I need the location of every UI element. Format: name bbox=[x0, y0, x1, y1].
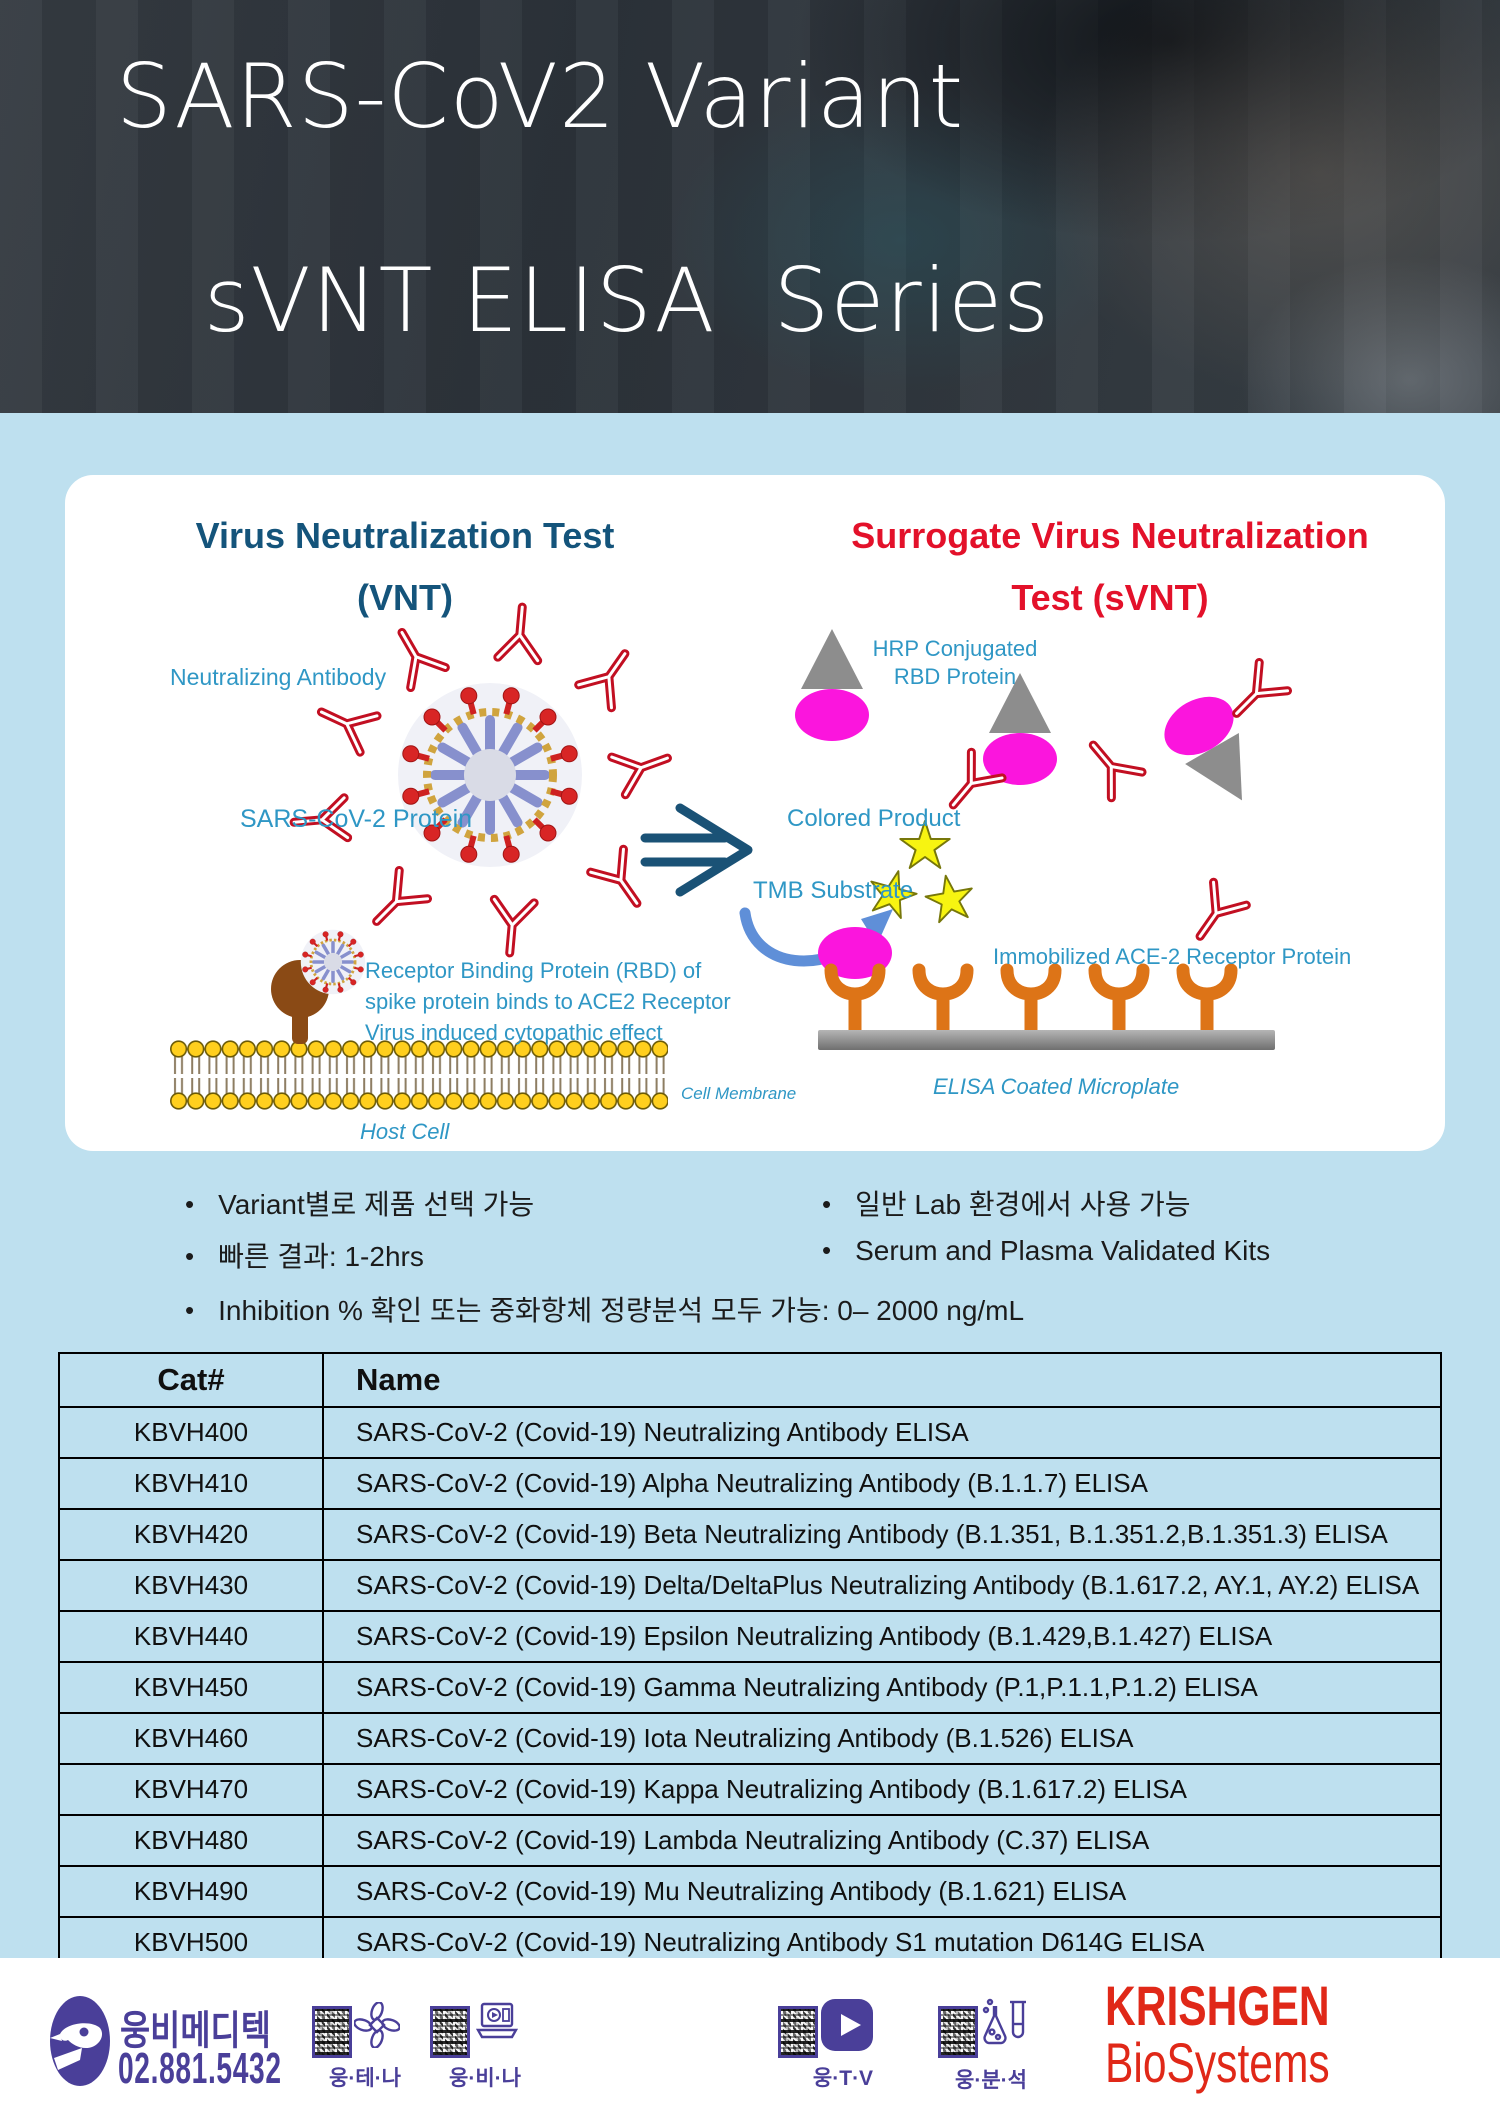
vnt-title-line1: Virus Neutralization Test bbox=[195, 515, 615, 556]
sars-protein-label: SARS-CoV-2 Protein bbox=[240, 805, 473, 833]
hrp-label: HRP Conjugated RBD Protein bbox=[872, 636, 1038, 689]
microplate-surface bbox=[818, 1030, 1275, 1050]
table-row: KBVH430 SARS-CoV-2 (Covid-19) Delta/Delta… bbox=[58, 1559, 1442, 1612]
woongbi-eagle-logo bbox=[50, 1996, 110, 2086]
qr-label: 웅·테·나 bbox=[329, 2067, 401, 2090]
transition-arrow bbox=[640, 803, 753, 897]
svnt-title: Surrogate Virus Neutralization Test (sVN… bbox=[810, 505, 1410, 629]
col-header-name: Name bbox=[322, 1352, 1442, 1408]
table-row: KBVH410 SARS-CoV-2 (Covid-19) Alpha Neutr… bbox=[58, 1457, 1442, 1510]
company-name: 웅비메디텍 bbox=[120, 2009, 271, 2053]
elisa-plate-label: ELISA Coated Microplate bbox=[933, 1074, 1180, 1099]
qr-label: 웅·비·나 bbox=[449, 2067, 521, 2090]
feature-variant: Variant별로 제품 선택 가능 bbox=[185, 1183, 534, 1223]
feature-validated: Serum and Plasma Validated Kits bbox=[822, 1235, 1270, 1267]
diagram-panel: Virus Neutralization Test (VNT) Surrogat… bbox=[65, 475, 1445, 1151]
feature-inhibition: Inhibition % 확인 또는 중화항체 정량분석 모두 가능: 0– 2… bbox=[185, 1289, 1024, 1329]
page-title-line2: sVNT ELISA Series bbox=[203, 249, 1051, 352]
krishgen-logo-line2: BioSystems bbox=[1105, 2031, 1330, 2094]
immobilized-ace2-label: Immobilized ACE-2 Receptor Protein bbox=[993, 944, 1352, 969]
colored-product-label: Colored Product bbox=[787, 805, 961, 832]
table-row: KBVH470 SARS-CoV-2 (Covid-19) Kappa Neutr… bbox=[58, 1763, 1442, 1816]
feature-lab: 일반 Lab 환경에서 사용 가능 bbox=[822, 1183, 1190, 1223]
cell-membrane-illustration bbox=[170, 1040, 668, 1110]
krishgen-logo: KRISHGEN BioSystems bbox=[1105, 1978, 1330, 2092]
page-title-line1: SARS-CoV2 Variant bbox=[115, 45, 965, 148]
small-virus-illustration bbox=[299, 928, 367, 996]
table-row: KBVH440 SARS-CoV-2 (Covid-19) Epsilon Neu… bbox=[58, 1610, 1442, 1663]
table-row: KBVH450 SARS-CoV-2 (Covid-19) Gamma Neutr… bbox=[58, 1661, 1442, 1714]
tmb-substrate-label: TMB Substrate bbox=[753, 877, 914, 904]
col-header-cat: Cat# bbox=[58, 1352, 324, 1408]
qr-label: 웅·T·V bbox=[812, 2067, 874, 2090]
footer: 웅비메디텍 02.881.5432 웅·테·나 웅·비·나 bbox=[0, 1958, 1500, 2123]
vnt-title: Virus Neutralization Test (VNT) bbox=[180, 505, 630, 629]
feature-fast: 빠른 결과: 1-2hrs bbox=[185, 1235, 424, 1275]
table-row: KBVH490 SARS-CoV-2 (Covid-19) Mu Neutrali… bbox=[58, 1865, 1442, 1918]
qr-code bbox=[430, 2006, 470, 2058]
neutralizing-antibody-label: Neutralizing Antibody bbox=[170, 664, 387, 690]
svnt-title-line2: Test (sVNT) bbox=[1011, 577, 1209, 618]
hero-photo-banner: SARS-CoV2 Variant sVNT ELISA Series bbox=[0, 0, 1500, 413]
table-header-row: Cat# Name bbox=[58, 1352, 1442, 1408]
webinar-icon bbox=[475, 2002, 519, 2039]
svnt-title-line1: Surrogate Virus Neutralization bbox=[851, 515, 1369, 556]
qr-code bbox=[778, 2006, 818, 2058]
diagram-artwork bbox=[170, 475, 1445, 1110]
table-row: KBVH480 SARS-CoV-2 (Covid-19) Lambda Neut… bbox=[58, 1814, 1442, 1867]
phone-number: 02.881.5432 bbox=[118, 2044, 282, 2093]
krishgen-logo-line1: KRISHGEN bbox=[1105, 1974, 1330, 2037]
rbd-description: Receptor Binding Protein (RBD) of spike … bbox=[365, 958, 731, 1045]
qr-code bbox=[938, 2006, 978, 2058]
qr-code bbox=[312, 2006, 352, 2058]
table-row: KBVH460 SARS-CoV-2 (Covid-19) Iota Neutra… bbox=[58, 1712, 1442, 1765]
knot-icon bbox=[354, 2002, 400, 2048]
host-cell-label: Host Cell bbox=[360, 1119, 450, 1144]
page-title: SARS-CoV2 Variant sVNT ELISA Series bbox=[20, 46, 1060, 454]
table-row: KBVH420 SARS-CoV-2 (Covid-19) Beta Neutra… bbox=[58, 1508, 1442, 1561]
vnt-title-line2: (VNT) bbox=[357, 577, 453, 618]
qr-label: 웅·분·석 bbox=[955, 2069, 1027, 2092]
virus-illustration bbox=[398, 683, 582, 867]
product-table: Cat# Name KBVH400 SARS-CoV-2 (Covid-19) N… bbox=[58, 1352, 1442, 1969]
youtube-icon bbox=[821, 1999, 873, 2051]
analysis-icon bbox=[982, 1998, 1026, 2045]
table-row: KBVH400 SARS-CoV-2 (Covid-19) Neutralizin… bbox=[58, 1406, 1442, 1459]
cell-membrane-label: Cell Membrane bbox=[681, 1084, 797, 1103]
